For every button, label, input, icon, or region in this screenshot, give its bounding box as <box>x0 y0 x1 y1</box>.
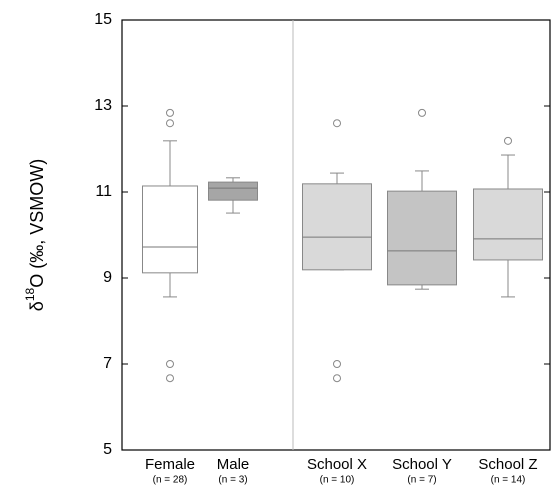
outlier <box>333 119 341 128</box>
y-tick-label: 13 <box>94 97 112 114</box>
box <box>302 183 372 271</box>
x-tick-label: School Y <box>392 456 452 473</box>
plot-frame <box>121 19 551 451</box>
n-label: (n = 3) <box>218 475 247 486</box>
outlier <box>166 360 174 368</box>
y-tick-label: 5 <box>103 441 112 458</box>
x-tick-label: Female <box>145 456 195 473</box>
box <box>387 190 457 286</box>
box <box>142 185 198 274</box>
y-axis-label: δ18O (‰, VSMOW) <box>23 159 47 311</box>
x-tick-label: School Z <box>478 456 537 473</box>
y-tick-label: 11 <box>95 183 112 200</box>
x-tick-label: School X <box>307 456 367 473</box>
box <box>208 181 258 201</box>
outlier <box>166 374 174 383</box>
n-label: (n = 14) <box>491 475 526 486</box>
n-label: (n = 10) <box>320 475 355 486</box>
box <box>473 188 543 261</box>
outlier <box>166 108 174 117</box>
y-tick-label: 7 <box>103 355 112 372</box>
y-tick-label: 15 <box>94 11 112 28</box>
n-label: (n = 28) <box>153 475 188 486</box>
x-tick-label: Male <box>217 456 250 473</box>
outlier <box>504 136 512 145</box>
outlier <box>166 119 174 128</box>
n-label: (n = 7) <box>407 475 436 486</box>
outlier <box>333 360 341 368</box>
outlier <box>418 108 426 117</box>
y-tick-label: 9 <box>103 269 112 286</box>
outlier <box>333 374 341 383</box>
